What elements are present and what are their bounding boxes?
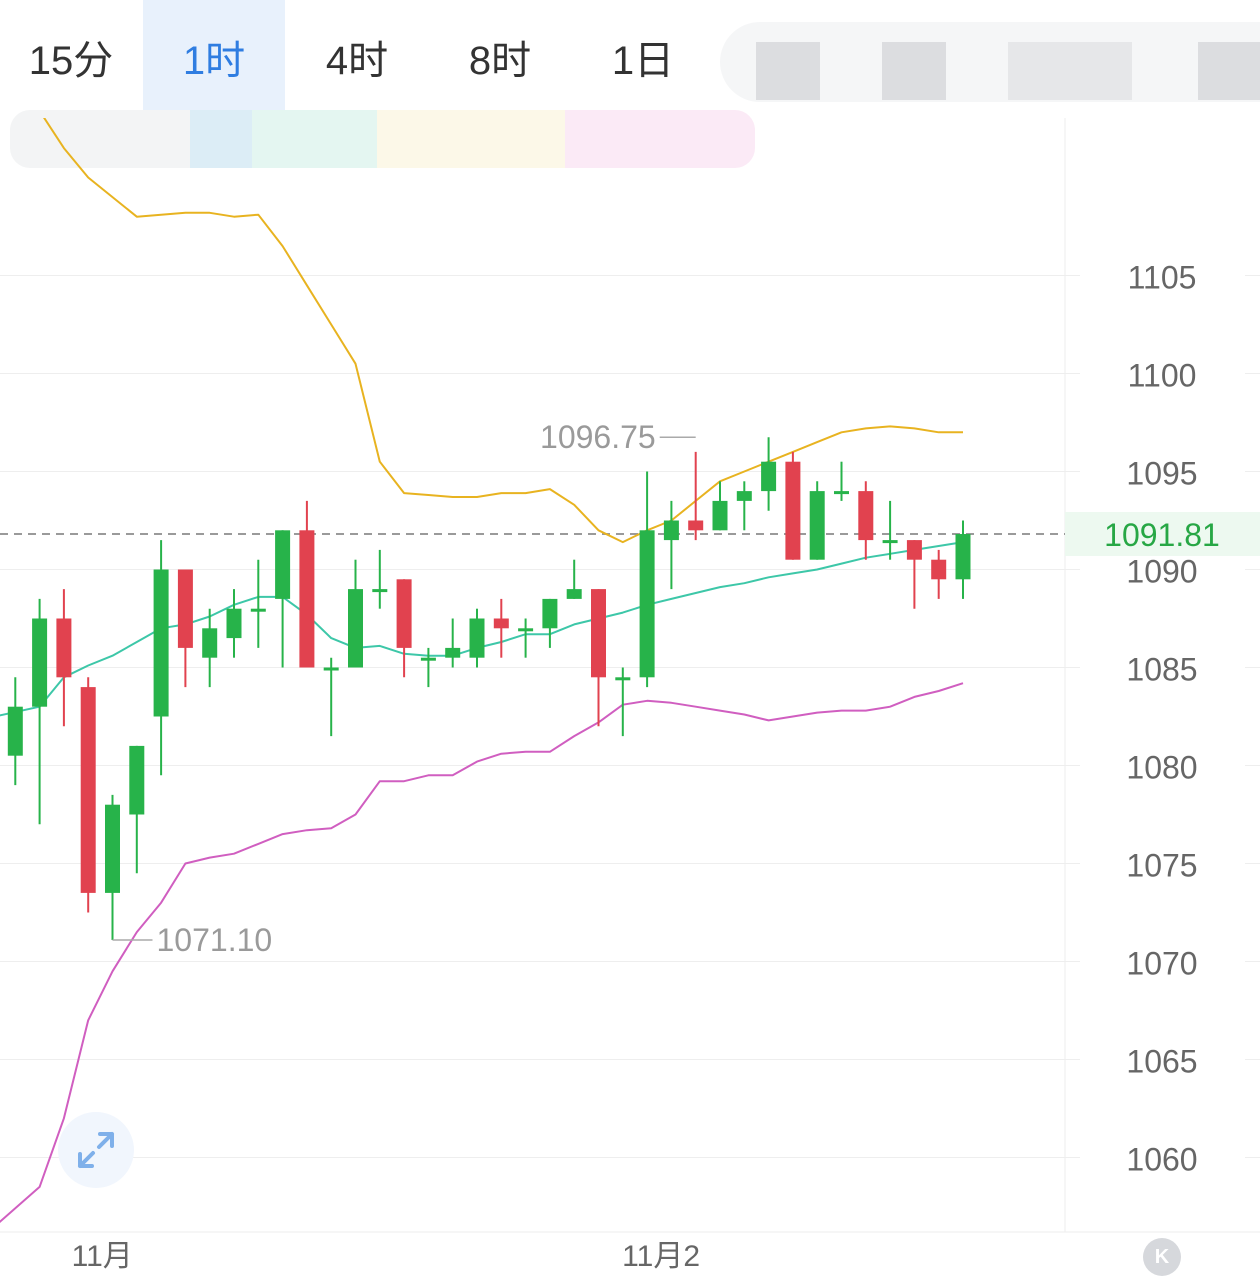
boll-lower-line (0, 682, 964, 1224)
y-tick-label: 1095 (1126, 456, 1197, 492)
candle-down (493, 618, 509, 629)
y-tick-label: 1085 (1126, 652, 1197, 688)
tab-1d[interactable]: 1日 (572, 0, 714, 118)
last-price-label: 1091.81 (1104, 517, 1220, 553)
max-price-label: 1096.75 (540, 419, 656, 455)
candle-up (129, 745, 145, 815)
tab-label: 15分 (28, 39, 114, 83)
y-tick-label: 1060 (1126, 1142, 1197, 1178)
candle-up (639, 530, 655, 678)
candle-up (323, 667, 339, 671)
boll-mid-line (0, 541, 964, 717)
candle-up (153, 569, 169, 717)
candle-up (469, 618, 485, 658)
candle-up (275, 530, 291, 599)
candle-down (80, 687, 96, 893)
candle-down (299, 530, 315, 668)
tab-label: 1日 (611, 39, 675, 83)
k-icon: K (1154, 1245, 1170, 1268)
tab-8h[interactable]: 8时 (429, 0, 571, 118)
candle-up (834, 491, 849, 495)
candle-up (809, 491, 825, 560)
candle-down (591, 589, 606, 678)
tab-15min[interactable]: 15分 (0, 0, 142, 118)
last-price-box (1065, 512, 1260, 557)
candle-up (761, 461, 777, 492)
candle-up (32, 618, 48, 707)
blurred-indicator-legend (10, 110, 755, 168)
expand-icon (78, 1132, 114, 1168)
candle-down (177, 569, 193, 648)
candle-up (955, 534, 971, 580)
candle-down (906, 540, 922, 560)
candle-down (396, 579, 412, 648)
candle-up (202, 628, 218, 658)
candle-up (615, 677, 631, 681)
boll-upper-line (43, 118, 963, 544)
candle-up (445, 647, 461, 658)
candle-down (688, 520, 704, 531)
candle-down (858, 491, 874, 541)
y-tick-label: 1105 (1128, 260, 1197, 296)
candle-up (663, 520, 679, 541)
candle-down (931, 559, 947, 580)
x-tick-label: 11月 (72, 1240, 133, 1273)
candle-up (736, 491, 752, 501)
y-tick-label: 1070 (1126, 946, 1197, 982)
min-price-label: 1071.10 (157, 922, 273, 958)
interval-tabs: 15分 1时 4时 8时 1日 (0, 0, 1260, 118)
expand-button[interactable] (58, 1112, 134, 1188)
blurred-toolbar (720, 22, 1260, 102)
candle-down (785, 461, 801, 560)
candle-up (7, 706, 23, 756)
candle-up (250, 608, 266, 612)
y-tick-label: 1100 (1128, 358, 1197, 394)
candle-up (882, 540, 898, 544)
candle-up (518, 628, 534, 632)
candle-up (348, 589, 363, 668)
y-tick-label: 1090 (1126, 554, 1197, 590)
y-tick-label: 1080 (1126, 750, 1197, 786)
candlestick-chart[interactable]: 1105 1100 1095 1090 1085 1080 1075 1070 1065 1060… (0, 118, 1260, 1279)
candle-up (372, 589, 388, 593)
x-tick-label: 11月2 (622, 1240, 700, 1273)
tab-1h[interactable]: 1时 (143, 0, 285, 118)
tab-label: 1时 (182, 39, 246, 83)
candle-up (105, 804, 120, 893)
tab-4h[interactable]: 4时 (286, 0, 428, 118)
candle-up (420, 657, 436, 661)
y-tick-label: 1075 (1126, 848, 1197, 884)
candle-up (542, 598, 558, 629)
candle-up (566, 589, 582, 599)
candle-up (226, 608, 242, 639)
candle-up (712, 500, 728, 531)
kline-button[interactable]: K (1143, 1238, 1181, 1276)
tab-label: 8时 (468, 39, 532, 83)
y-tick-label: 1065 (1126, 1044, 1197, 1080)
tab-label: 4时 (325, 39, 389, 83)
candle-down (56, 618, 72, 678)
